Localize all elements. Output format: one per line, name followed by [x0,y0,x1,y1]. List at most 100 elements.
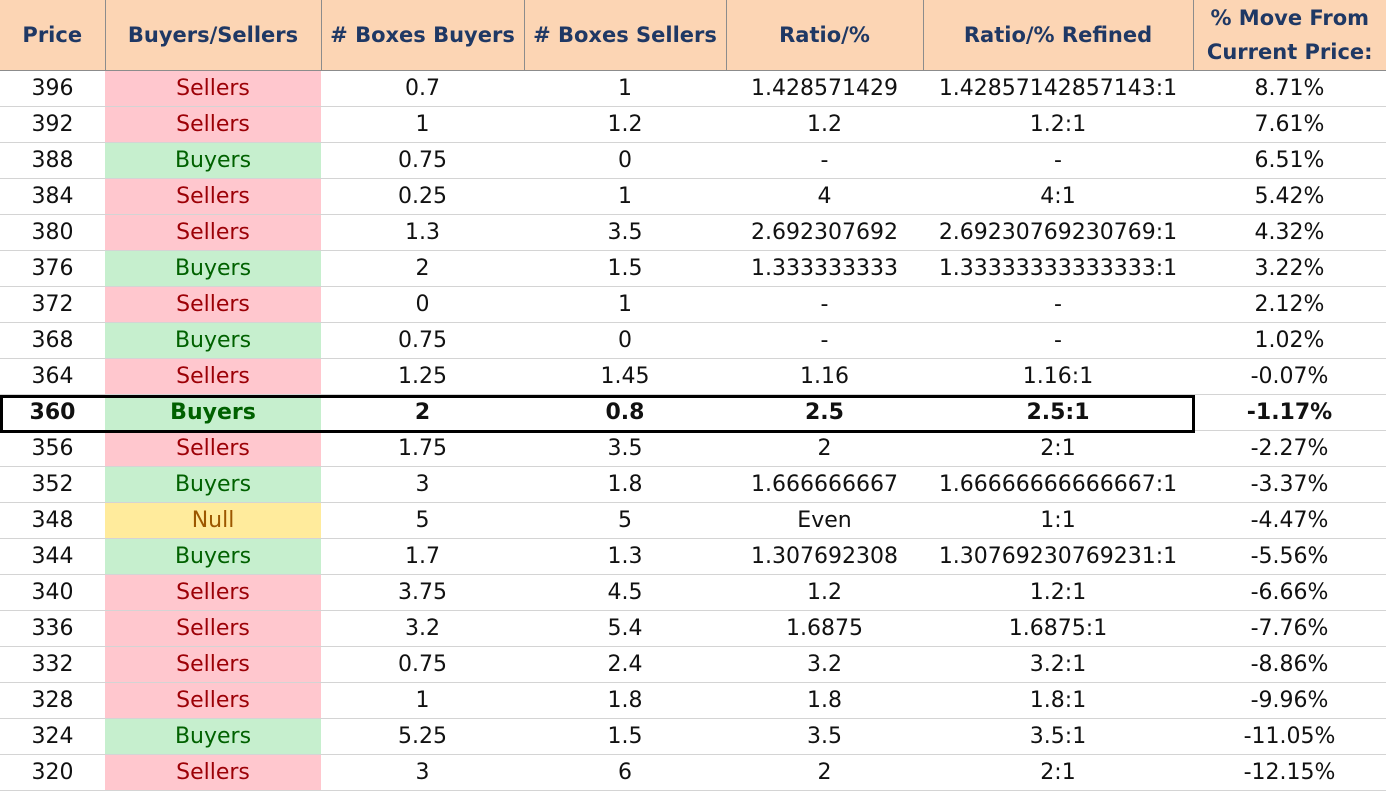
boxes-sellers-cell: 2.4 [524,646,726,683]
table-row: 352 Buyers 3 1.8 1.666666667 1.66666666666667… [0,466,1386,503]
move-from-current-cell: -9.96% [1193,682,1386,719]
table-row: 392 Sellers 1 1.2 1.2 1.2:1 7.61% [0,106,1386,143]
ratio-refined-cell: 1.8:1 [923,682,1193,719]
boxes-sellers-cell: 4.5 [524,574,726,611]
ratio-cell: 3.5 [726,718,923,755]
ratio-cell: - [726,286,923,323]
price-cell: 352 [0,466,105,503]
ratio-refined-cell: 2.5:1 [923,394,1193,431]
side-cell: Sellers [105,574,321,611]
price-cell: 368 [0,322,105,359]
boxes-buyers-cell: 1.75 [321,430,524,467]
side-cell: Sellers [105,682,321,719]
side-cell: Sellers [105,646,321,683]
ratio-refined-cell: - [923,322,1193,359]
ratio-refined-cell: 1.2:1 [923,106,1193,143]
price-cell: 392 [0,106,105,143]
boxes-buyers-cell: 2 [321,394,524,431]
move-from-current-cell: 5.42% [1193,178,1386,215]
move-from-current-cell: -6.66% [1193,574,1386,611]
ratio-refined-cell: 1.16:1 [923,358,1193,395]
ratio-refined-cell: 1.2:1 [923,574,1193,611]
boxes-sellers-cell: 1.45 [524,358,726,395]
boxes-sellers-cell: 0 [524,322,726,359]
ratio-cell: 2 [726,430,923,467]
boxes-sellers-cell: 0 [524,142,726,179]
boxes-buyers-cell: 0.75 [321,322,524,359]
table-row: 336 Sellers 3.2 5.4 1.6875 1.6875:1 -7.76% [0,610,1386,647]
table-row: 328 Sellers 1 1.8 1.8 1.8:1 -9.96% [0,682,1386,719]
price-cell: 320 [0,754,105,791]
price-cell: 360 [0,394,105,431]
move-from-current-cell: -11.05% [1193,718,1386,755]
move-from-current-cell: 6.51% [1193,142,1386,179]
header-move-line1: % Move From [1210,6,1370,30]
ratio-refined-cell: 1.33333333333333:1 [923,250,1193,287]
boxes-sellers-cell: 1.8 [524,466,726,503]
side-cell: Sellers [105,610,321,647]
ratio-cell: 2.692307692 [726,214,923,251]
boxes-sellers-cell: 1 [524,286,726,323]
move-from-current-cell: -4.47% [1193,502,1386,539]
table-row: 340 Sellers 3.75 4.5 1.2 1.2:1 -6.66% [0,574,1386,611]
side-cell: Buyers [105,394,321,431]
ratio-refined-cell: 2:1 [923,754,1193,791]
price-cell: 340 [0,574,105,611]
header-move-line2: Current Price: [1206,40,1373,64]
table-row: 380 Sellers 1.3 3.5 2.692307692 2.69230769230… [0,214,1386,251]
ratio-refined-cell: 4:1 [923,178,1193,215]
move-from-current-cell: -0.07% [1193,358,1386,395]
price-cell: 344 [0,538,105,575]
side-cell: Buyers [105,466,321,503]
move-from-current-cell: 7.61% [1193,106,1386,143]
side-cell: Buyers [105,142,321,179]
boxes-buyers-cell: 0.7 [321,70,524,107]
ratio-cell: 1.428571429 [726,70,923,107]
side-cell: Sellers [105,286,321,323]
ratio-cell: - [726,322,923,359]
side-cell: Sellers [105,358,321,395]
boxes-buyers-cell: 5.25 [321,718,524,755]
price-cell: 324 [0,718,105,755]
boxes-sellers-cell: 0.8 [524,394,726,431]
ratio-cell: - [726,142,923,179]
move-from-current-cell: 3.22% [1193,250,1386,287]
table-row: 396 Sellers 0.7 1 1.428571429 1.4285714285714… [0,70,1386,107]
header-boxes-buyers: # Boxes Buyers [321,0,525,71]
ratio-cell: 4 [726,178,923,215]
table-header: Price Buyers/Sellers # Boxes Buyers # Bo… [0,0,1386,71]
ratio-cell: 1.666666667 [726,466,923,503]
move-from-current-cell: -12.15% [1193,754,1386,791]
ratio-refined-cell: 1:1 [923,502,1193,539]
side-cell: Buyers [105,322,321,359]
price-cell: 372 [0,286,105,323]
boxes-sellers-cell: 5.4 [524,610,726,647]
price-cell: 380 [0,214,105,251]
ratio-refined-cell: 1.66666666666667:1 [923,466,1193,503]
ratio-cell: 1.16 [726,358,923,395]
price-cell: 328 [0,682,105,719]
table-row: 356 Sellers 1.75 3.5 2 2:1 -2.27% [0,430,1386,467]
ratio-refined-cell: - [923,286,1193,323]
ratio-refined-cell: 1.42857142857143:1 [923,70,1193,107]
move-from-current-cell: -7.76% [1193,610,1386,647]
boxes-sellers-cell: 1.5 [524,250,726,287]
boxes-sellers-cell: 1.8 [524,682,726,719]
side-cell: Sellers [105,70,321,107]
boxes-buyers-cell: 1.7 [321,538,524,575]
header-buyers-sellers: Buyers/Sellers [105,0,322,71]
price-cell: 388 [0,142,105,179]
side-cell: Sellers [105,754,321,791]
move-from-current-cell: -2.27% [1193,430,1386,467]
boxes-buyers-cell: 0 [321,286,524,323]
boxes-buyers-cell: 1.3 [321,214,524,251]
price-cell: 396 [0,70,105,107]
move-from-current-cell: 1.02% [1193,322,1386,359]
boxes-buyers-cell: 2 [321,250,524,287]
move-from-current-cell: 4.32% [1193,214,1386,251]
side-cell: Buyers [105,538,321,575]
ratio-refined-cell: 3.2:1 [923,646,1193,683]
boxes-sellers-cell: 3.5 [524,430,726,467]
price-cell: 348 [0,502,105,539]
